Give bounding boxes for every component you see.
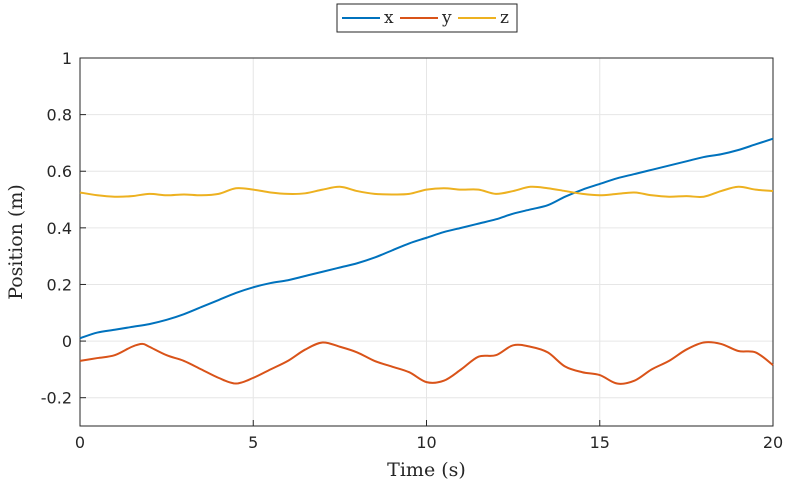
y-tick-label: 0.6	[47, 162, 72, 181]
series-line-y	[79, 341, 774, 385]
grid-lines	[79, 57, 774, 426]
x-tick-label: 0	[75, 433, 85, 452]
x-tick-label: 10	[416, 433, 436, 452]
legend-label-x: x	[384, 8, 394, 28]
y-tick-label: 0.8	[47, 106, 72, 125]
y-tick-label: -0.2	[41, 389, 72, 408]
axis-ticks: 0 5 10 15 20 -0.2 0 0.2 0.4 0.6 0.8 1	[41, 49, 783, 452]
legend: x y z	[336, 3, 518, 33]
y-tick-label: 0.2	[47, 275, 72, 294]
y-axis-label: Position (m)	[5, 184, 27, 300]
series-line-x	[79, 137, 774, 340]
x-tick-label: 5	[248, 433, 258, 452]
x-tick-label: 20	[763, 433, 783, 452]
y-tick-label: 1	[62, 49, 72, 68]
series-line-z	[79, 185, 774, 198]
legend-label-z: z	[500, 8, 509, 28]
y-tick-label: 0.4	[47, 219, 72, 238]
x-axis-label: Time (s)	[387, 459, 466, 481]
data-series	[79, 137, 774, 385]
x-tick-label: 15	[590, 433, 610, 452]
y-tick-label: 0	[62, 332, 72, 351]
legend-label-y: y	[441, 8, 452, 28]
